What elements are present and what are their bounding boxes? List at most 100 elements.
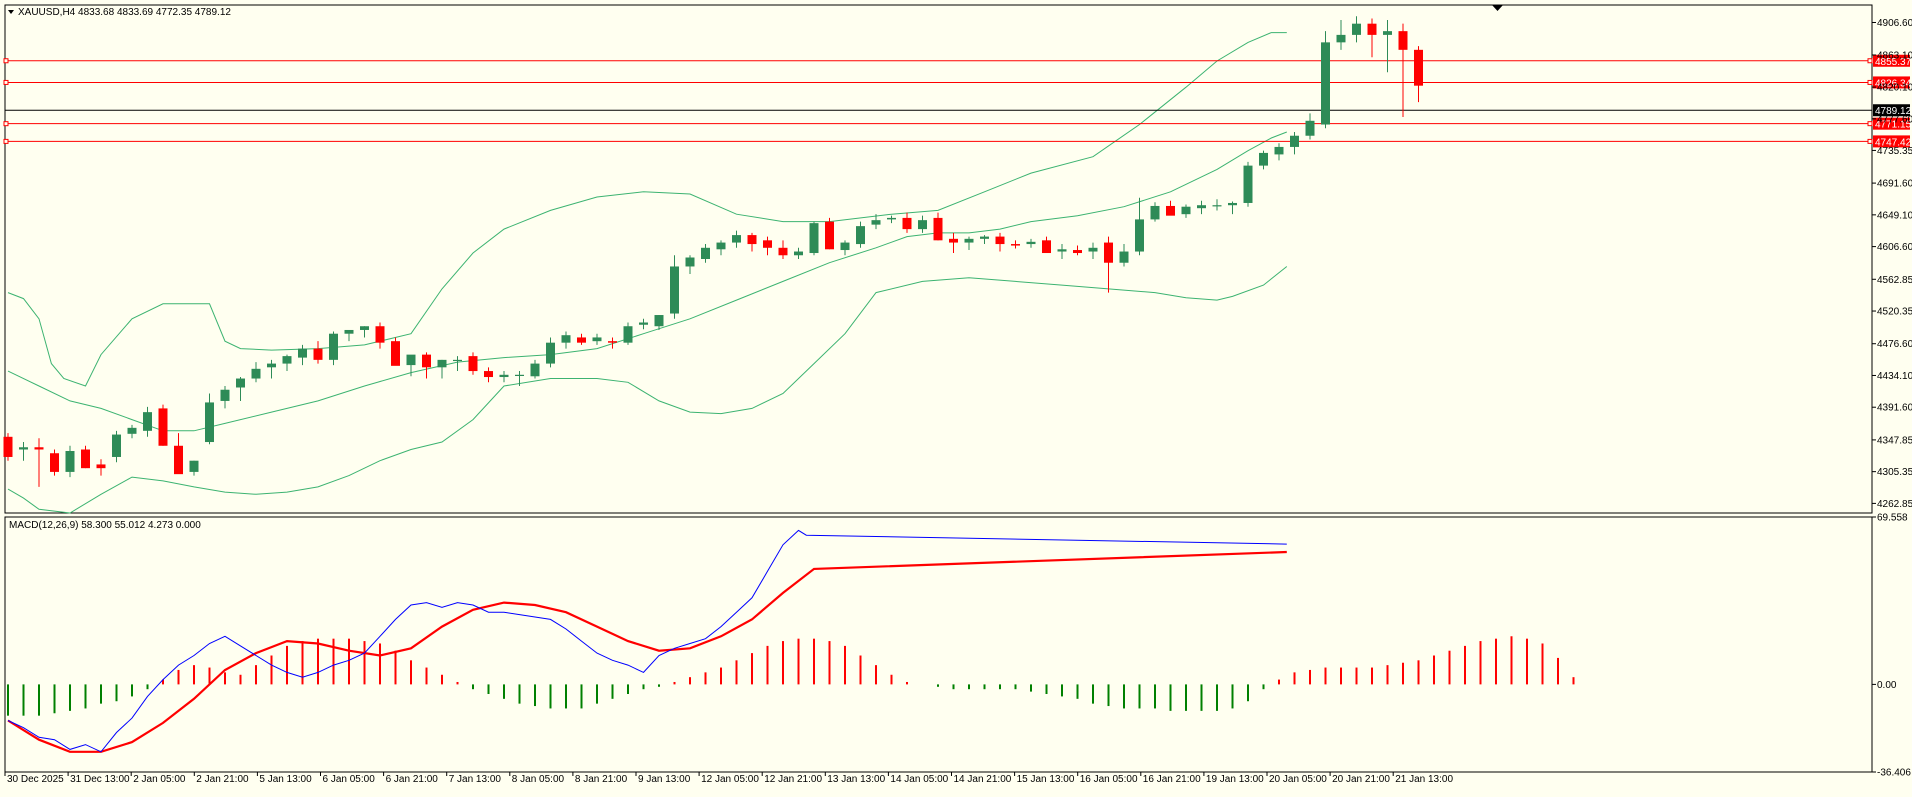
- candles: [3, 16, 1423, 487]
- candle-body: [96, 464, 106, 469]
- time-tick-label: 6 Jan 21:00: [386, 774, 439, 785]
- bollinger-upper-line: [7, 32, 1287, 387]
- macd-tick-label: -36.406: [1877, 768, 1911, 779]
- price-tick-label: 4305.35: [1877, 467, 1912, 478]
- candle-body: [577, 337, 586, 343]
- candle-body: [763, 240, 772, 248]
- candle-body: [1243, 165, 1253, 203]
- candle-body: [1336, 34, 1346, 43]
- price-level-label: 4855.37: [1875, 57, 1912, 68]
- macd-main-line: [7, 529, 1287, 753]
- candle-body: [887, 217, 896, 220]
- price-level-tag: [1873, 76, 1910, 89]
- candle-body: [685, 257, 695, 267]
- level-handle-right: [1867, 121, 1873, 127]
- candle-body: [1228, 202, 1237, 206]
- candle-body: [1166, 205, 1175, 216]
- candle-body: [1073, 250, 1082, 254]
- candle-body: [1321, 42, 1330, 125]
- main-pane-header: XAUUSD,H4 4833.68 4833.69 4772.35 4789.1…: [8, 7, 231, 18]
- candle-body: [1352, 23, 1361, 35]
- candle-body: [980, 236, 989, 239]
- candle-body: [732, 235, 741, 243]
- candle-body: [1383, 31, 1392, 35]
- candle-body: [840, 242, 850, 251]
- price-level-label: 4789.12: [1875, 106, 1912, 117]
- candle-body: [375, 326, 385, 343]
- time-tick-label: 2 Jan 05:00: [133, 774, 186, 785]
- time-tick-label: 12 Jan 05:00: [701, 774, 759, 785]
- candle-body: [1026, 241, 1036, 245]
- candle-body: [1197, 205, 1206, 209]
- candle-body: [360, 326, 369, 330]
- candle-body: [453, 359, 462, 362]
- time-tick-label: 20 Jan 21:00: [1332, 774, 1390, 785]
- candle-body: [1305, 120, 1315, 136]
- candle-body: [1011, 244, 1020, 246]
- candle-body: [1290, 135, 1299, 147]
- time-tick-label: 9 Jan 13:00: [638, 774, 691, 785]
- candle-body: [81, 449, 90, 469]
- candle-body: [856, 226, 865, 245]
- candle-body: [933, 217, 943, 241]
- bollinger-middle-line: [7, 131, 1287, 432]
- candle-body: [1135, 219, 1144, 252]
- candle-body: [251, 368, 261, 379]
- candle-body: [1119, 251, 1129, 263]
- triangle-down-icon[interactable]: [8, 10, 14, 14]
- candle-body: [1104, 242, 1113, 263]
- time-tick-label: 8 Jan 21:00: [575, 774, 628, 785]
- candle-body: [127, 427, 137, 434]
- candle-body: [825, 221, 834, 250]
- macd-axis: 69.558 0.00 -36.406: [1872, 513, 1911, 779]
- price-level-tag: [1873, 117, 1910, 130]
- candle-body: [1367, 23, 1377, 35]
- level-handle-right: [1867, 138, 1873, 144]
- price-tick-label: 4262.85: [1877, 499, 1912, 510]
- price-tick-label: 4735.35: [1877, 146, 1912, 157]
- macd-pane[interactable]: [4, 516, 1873, 773]
- price-tick-label: 4777.60: [1877, 114, 1912, 125]
- candle-body: [3, 436, 13, 457]
- candle-body: [809, 223, 819, 254]
- time-tick-label: 6 Jan 05:00: [323, 774, 376, 785]
- candle-body: [561, 335, 571, 343]
- candle-body: [422, 354, 431, 368]
- candle-body: [143, 412, 152, 431]
- time-tick-label: 7 Jan 13:00: [449, 774, 502, 785]
- candle-body: [794, 251, 803, 256]
- shift-marker-icon[interactable]: [1492, 5, 1503, 11]
- candle-body: [716, 242, 726, 250]
- time-tick-label: 19 Jan 13:00: [1206, 774, 1264, 785]
- time-tick-label: 13 Jan 13:00: [827, 774, 885, 785]
- candle-body: [19, 447, 28, 450]
- candle-body: [34, 447, 44, 450]
- time-tick-label: 2 Jan 21:00: [196, 774, 249, 785]
- candle-body: [282, 356, 292, 364]
- price-tick-label: 4434.10: [1877, 371, 1912, 382]
- price-tick-label: 4820.10: [1877, 83, 1912, 94]
- level-handle-left: [3, 79, 9, 85]
- price-pane[interactable]: [4, 4, 1873, 514]
- time-tick-label: 14 Jan 21:00: [954, 774, 1012, 785]
- candle-body: [158, 408, 168, 446]
- time-tick-label: 31 Dec 13:00: [70, 774, 130, 785]
- price-tick-label: 4347.85: [1877, 435, 1912, 446]
- price-level-tag: [1873, 135, 1910, 148]
- time-tick-label: 16 Jan 05:00: [1080, 774, 1138, 785]
- price-levels[interactable]: 4855.37 4826.34 4789.12 4771.15 4747.42: [3, 54, 1912, 149]
- candle-body: [174, 445, 183, 475]
- time-tick-label: 20 Jan 05:00: [1269, 774, 1327, 785]
- candle-body: [902, 217, 912, 230]
- candle-body: [1212, 205, 1222, 207]
- time-axis: 30 Dec 2025 31 Dec 13:00 2 Jan 05:00 2 Jan …: [4, 772, 1453, 785]
- candle-body: [50, 453, 59, 472]
- level-handle-left: [3, 121, 9, 127]
- price-level-tag: [1873, 104, 1910, 117]
- candle-body: [112, 434, 121, 457]
- candle-body: [65, 450, 75, 472]
- candle-body: [1181, 206, 1191, 215]
- macd-header: MACD(12,26,9) 58.300 55.012 4.273 0.000: [9, 520, 201, 531]
